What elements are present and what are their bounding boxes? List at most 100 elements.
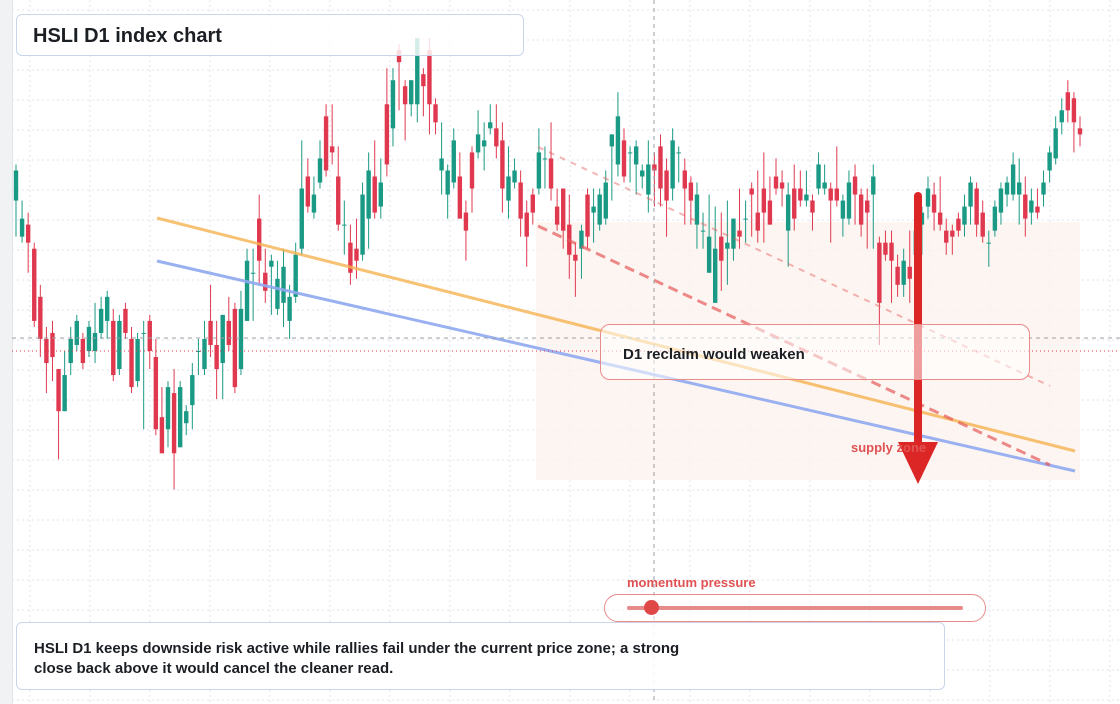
candle: [694, 182, 700, 249]
candle: [1065, 80, 1071, 123]
candle: [1071, 92, 1077, 153]
candle: [798, 170, 803, 207]
momentum-knob[interactable]: [644, 600, 659, 615]
candle-body: [177, 387, 183, 448]
candle-body: [390, 80, 396, 129]
candle-body: [956, 218, 961, 231]
candle-body: [828, 188, 833, 201]
candle: [98, 296, 104, 339]
candle: [299, 140, 304, 255]
candle: [907, 230, 912, 303]
candle: [858, 188, 864, 237]
candle-body: [785, 194, 791, 231]
candle-body: [846, 182, 852, 219]
candle: [1010, 152, 1016, 201]
candle: [664, 158, 669, 237]
candle: [755, 170, 760, 243]
candle: [627, 146, 633, 183]
candle: [378, 158, 383, 219]
candle: [968, 176, 973, 225]
candle: [384, 68, 390, 177]
candle: [542, 146, 548, 189]
candle-body: [633, 146, 639, 165]
candle: [840, 194, 846, 237]
candle-body: [74, 320, 79, 345]
candle-body: [676, 152, 681, 154]
candle-body: [992, 206, 998, 231]
candle-body: [871, 176, 876, 195]
candle: [548, 122, 554, 201]
candle: [871, 164, 876, 249]
candle-body: [1010, 164, 1016, 195]
candle: [123, 302, 128, 339]
candle: [779, 170, 785, 207]
candle: [1053, 116, 1058, 165]
candle: [992, 200, 998, 237]
candle: [785, 182, 791, 267]
candle-body: [329, 146, 335, 153]
candle: [883, 230, 888, 261]
candle: [816, 152, 821, 195]
red-dashed-line-lower: [537, 224, 1051, 467]
candle: [421, 68, 426, 117]
candle: [725, 200, 730, 285]
candle: [19, 200, 25, 243]
candle: [263, 248, 268, 303]
candle-body: [123, 308, 128, 333]
candle-body: [706, 236, 712, 273]
candle-body: [767, 200, 773, 225]
candle: [451, 128, 456, 189]
candle: [311, 176, 317, 219]
candle-body: [366, 170, 371, 219]
candle-body: [427, 50, 432, 105]
candle-body: [597, 194, 602, 225]
candle: [706, 194, 712, 273]
candle: [366, 152, 371, 249]
candle: [506, 146, 511, 219]
candle-body: [165, 387, 171, 430]
downward-arrow: [898, 192, 938, 484]
title-panel: HSLI D1 index chart: [16, 14, 524, 56]
candle-body: [658, 146, 663, 189]
candle: [889, 230, 894, 303]
candle-body: [396, 50, 402, 63]
candle-body: [117, 320, 122, 370]
candle-body: [980, 212, 985, 237]
candle: [214, 320, 219, 400]
candle-body: [627, 152, 633, 154]
candle-body: [488, 122, 493, 129]
candle-body: [925, 188, 931, 207]
candle: [238, 290, 244, 376]
candle-body: [354, 248, 359, 261]
candle-body: [865, 200, 870, 213]
candle: [360, 182, 365, 261]
candle: [1047, 146, 1052, 183]
momentum-label: momentum pressure: [627, 575, 756, 590]
candle-body: [323, 116, 329, 171]
candle-body: [1029, 200, 1034, 213]
candle-body: [469, 152, 475, 189]
candle-body: [202, 338, 207, 370]
candle-body: [250, 272, 256, 274]
candle: [585, 188, 590, 249]
candle-body: [68, 338, 73, 364]
candle-body: [336, 176, 341, 225]
candle-body: [244, 260, 250, 321]
candle-body: [834, 188, 839, 201]
candle: [105, 290, 110, 339]
candle-body: [402, 86, 408, 105]
candle-body: [19, 218, 25, 237]
candle-body: [749, 188, 754, 195]
candle-body: [147, 320, 152, 351]
candle-body: [293, 254, 298, 297]
momentum-slider[interactable]: [604, 594, 986, 622]
candle: [177, 381, 183, 448]
candle-body: [852, 176, 858, 195]
candle: [852, 164, 858, 225]
candle-body: [214, 344, 219, 370]
candle: [670, 128, 675, 201]
candle-body: [445, 170, 450, 195]
candle-body: [1017, 182, 1022, 195]
candle-body: [579, 230, 584, 249]
candle: [244, 248, 250, 321]
